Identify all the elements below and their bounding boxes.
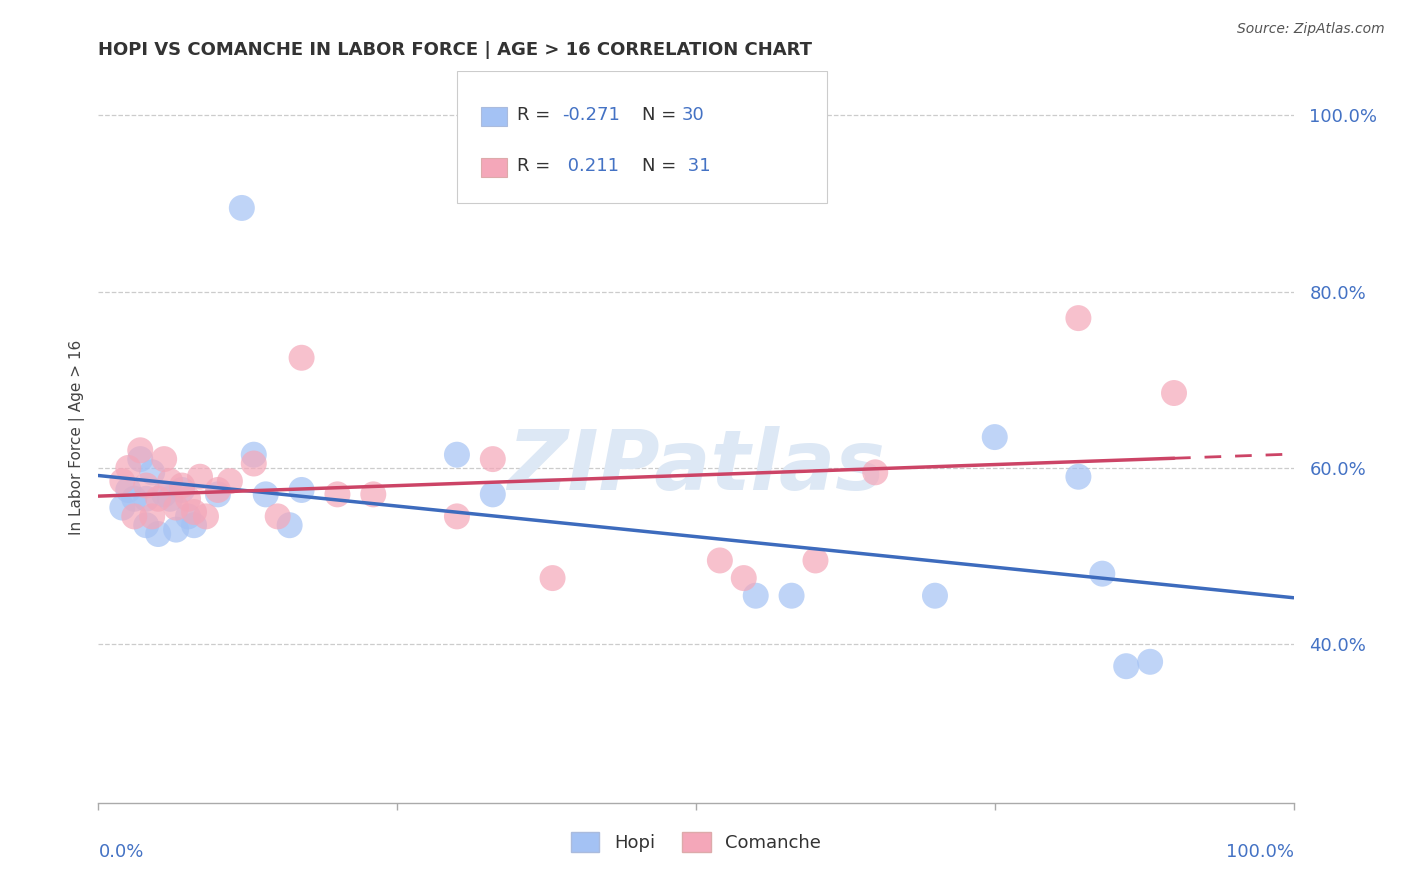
Point <box>745 589 768 603</box>
Point <box>267 509 290 524</box>
Point <box>195 509 218 524</box>
Point <box>780 589 803 603</box>
Point <box>709 553 731 567</box>
Text: 100.0%: 100.0% <box>1226 843 1294 861</box>
Point <box>984 430 1007 444</box>
Point <box>363 487 385 501</box>
Text: 30: 30 <box>682 106 704 124</box>
Point <box>481 452 505 467</box>
Point <box>219 474 242 488</box>
Point <box>1067 311 1090 326</box>
FancyBboxPatch shape <box>481 158 508 178</box>
Text: -0.271: -0.271 <box>562 106 620 124</box>
Point <box>291 351 314 365</box>
Point <box>129 452 152 467</box>
Point <box>129 443 152 458</box>
Point <box>446 509 468 524</box>
Point <box>278 518 301 533</box>
Point <box>111 500 134 515</box>
Point <box>446 448 468 462</box>
Point <box>207 483 229 497</box>
Point <box>159 474 181 488</box>
Point <box>148 527 170 541</box>
Legend: Hopi, Comanche: Hopi, Comanche <box>564 824 828 860</box>
Point <box>177 491 200 506</box>
Point <box>165 500 187 515</box>
Point <box>111 474 134 488</box>
FancyBboxPatch shape <box>457 71 827 203</box>
Point <box>153 487 176 501</box>
Point <box>541 571 564 585</box>
Point <box>165 523 187 537</box>
Point <box>135 491 157 506</box>
Point <box>254 487 277 501</box>
Point <box>1139 655 1161 669</box>
Point <box>159 491 181 506</box>
Point <box>153 452 176 467</box>
Text: HOPI VS COMANCHE IN LABOR FORCE | AGE > 16 CORRELATION CHART: HOPI VS COMANCHE IN LABOR FORCE | AGE > … <box>98 41 813 59</box>
Point <box>924 589 946 603</box>
Point <box>243 448 266 462</box>
Point <box>135 478 157 492</box>
Point <box>141 509 163 524</box>
Point <box>135 518 157 533</box>
Text: N =: N = <box>643 158 682 176</box>
Point <box>865 466 887 480</box>
Point <box>804 553 827 567</box>
Point <box>231 201 253 215</box>
Point <box>124 491 146 506</box>
Point <box>177 509 200 524</box>
Point <box>733 571 755 585</box>
Text: Source: ZipAtlas.com: Source: ZipAtlas.com <box>1237 22 1385 37</box>
Point <box>148 491 170 506</box>
Point <box>183 505 205 519</box>
Point <box>1163 386 1185 401</box>
Point <box>117 483 139 497</box>
Point <box>172 478 194 492</box>
Text: ZIPatlas: ZIPatlas <box>508 425 884 507</box>
Point <box>117 461 139 475</box>
Point <box>1091 566 1114 581</box>
Point <box>207 487 229 501</box>
Text: 0.0%: 0.0% <box>98 843 143 861</box>
Point <box>1067 469 1090 483</box>
Y-axis label: In Labor Force | Age > 16: In Labor Force | Age > 16 <box>69 340 84 534</box>
Text: 31: 31 <box>682 158 710 176</box>
Point <box>188 469 211 483</box>
Text: R =: R = <box>517 106 555 124</box>
Point <box>1115 659 1137 673</box>
Text: 0.211: 0.211 <box>562 158 619 176</box>
Point <box>326 487 349 501</box>
Point <box>124 509 146 524</box>
Text: R =: R = <box>517 158 555 176</box>
FancyBboxPatch shape <box>481 107 508 127</box>
Point <box>183 518 205 533</box>
Point <box>481 487 505 501</box>
Point <box>291 483 314 497</box>
Point <box>141 466 163 480</box>
Point <box>243 457 266 471</box>
Text: N =: N = <box>643 106 682 124</box>
Point <box>172 483 194 497</box>
